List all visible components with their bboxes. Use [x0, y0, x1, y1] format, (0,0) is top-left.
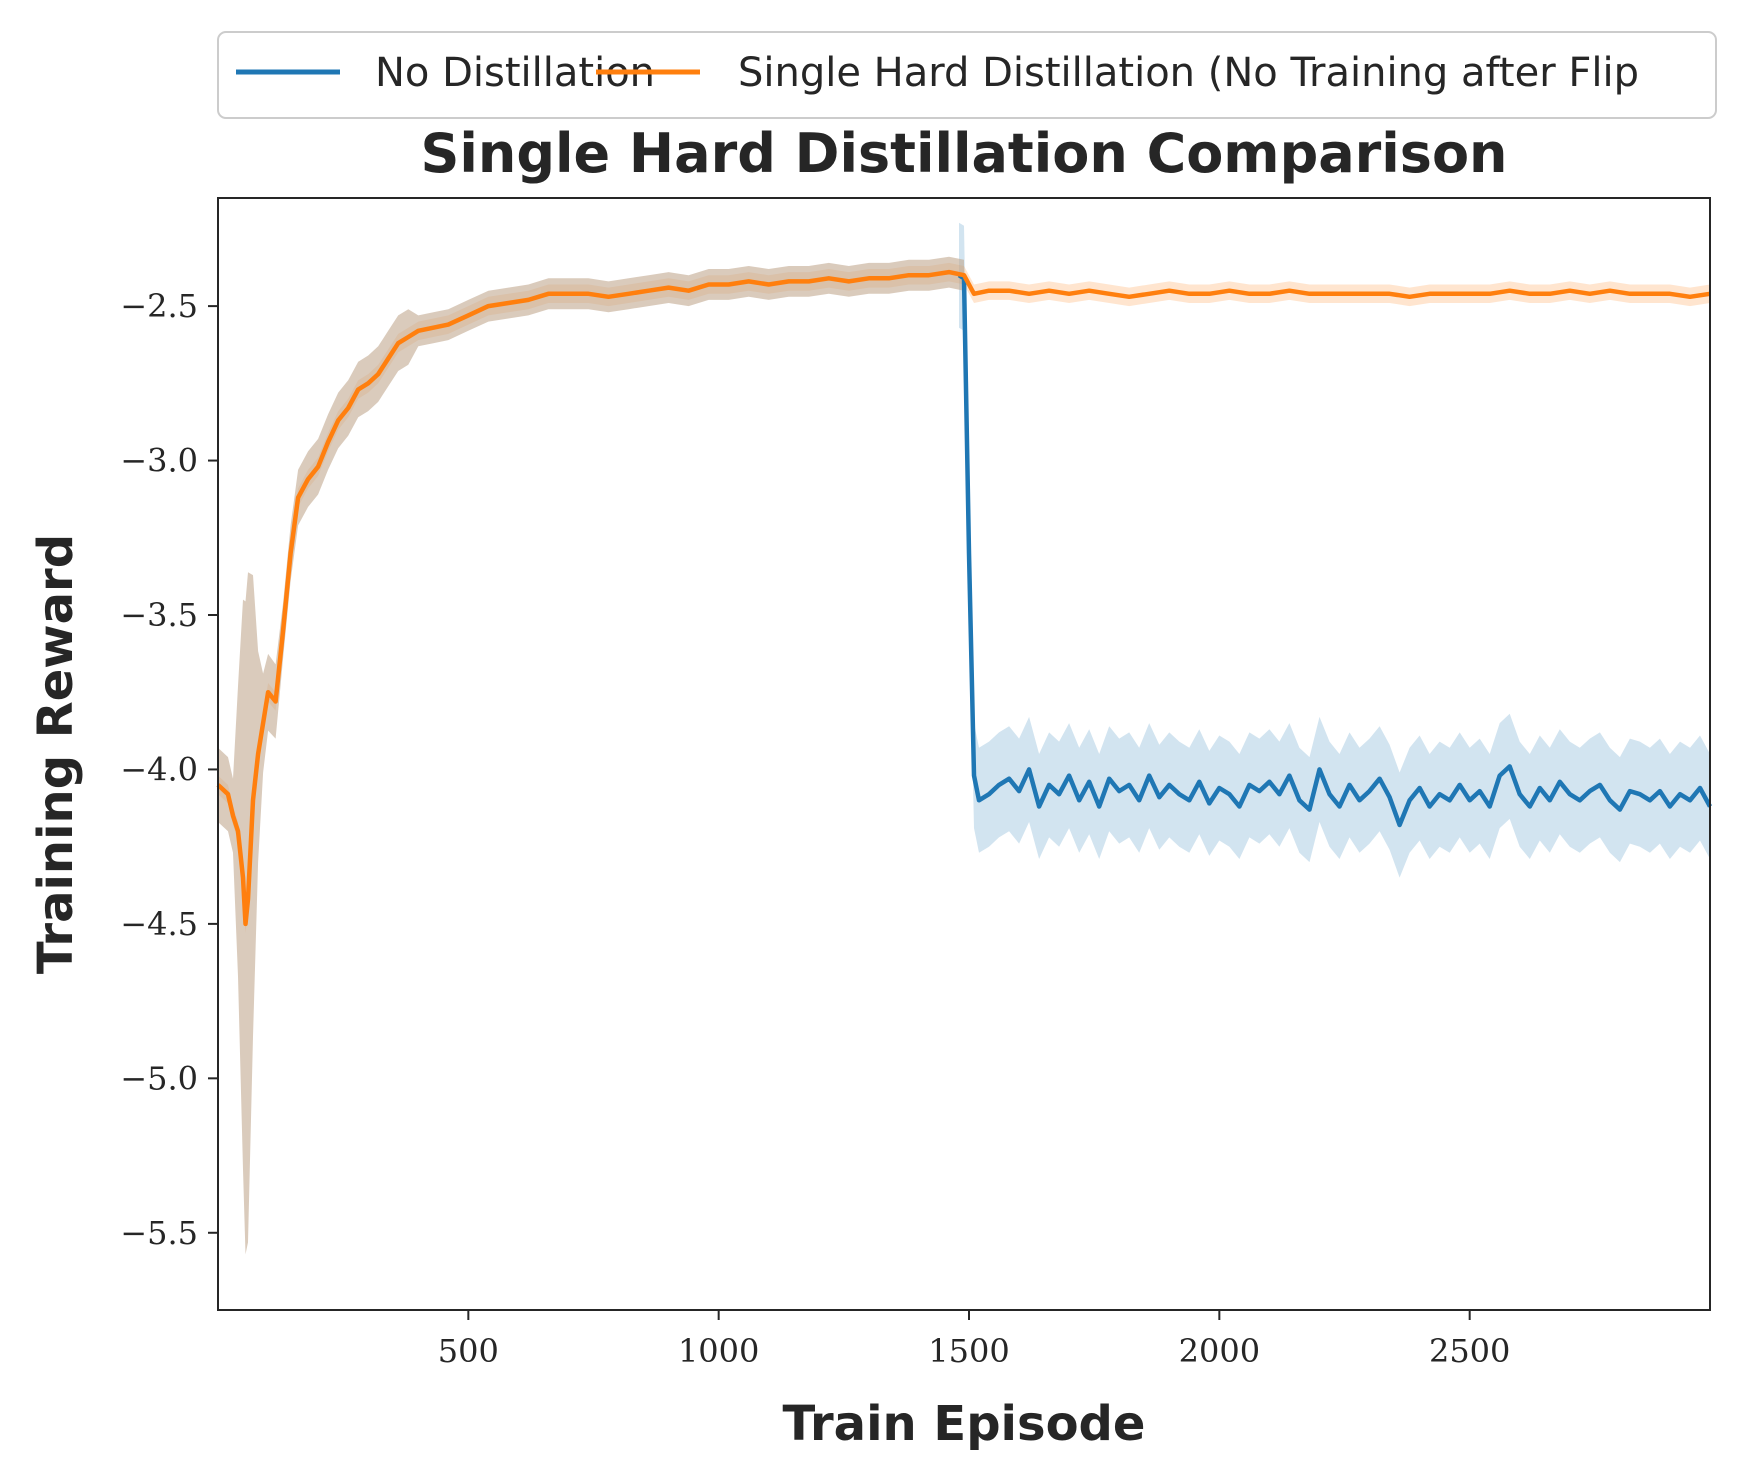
chart-title: Single Hard Distillation Comparison: [421, 122, 1508, 185]
y-tick-label: −3.5: [120, 596, 198, 634]
y-tick-label: −4.5: [120, 905, 198, 943]
y-tick-label: −3.0: [120, 442, 198, 480]
y-axis-ticks: −2.5 −3.0 −3.5 −4.0 −4.5 −5.0 −5.5: [120, 287, 218, 1252]
legend: No Distillation Single Hard Distillation…: [217, 31, 1717, 119]
y-tick-label: −4.0: [120, 750, 198, 788]
x-axis-label: Train Episode: [783, 1396, 1146, 1452]
y-tick-label: −2.5: [120, 287, 198, 325]
y-tick-label: −5.0: [120, 1059, 198, 1097]
confidence-band-shared-early: [218, 256, 964, 1255]
series-line-1: [216, 269, 1711, 927]
confidence-band-0: [959, 222, 1710, 878]
plot-area: [216, 222, 1712, 1255]
x-axis-ticks: 500 1000 1500 2000 2500: [438, 1310, 1510, 1370]
y-tick-label: −5.5: [120, 1214, 198, 1252]
x-tick-label: 2500: [1429, 1332, 1510, 1370]
x-tick-label: 2000: [1179, 1332, 1260, 1370]
axes-frame: [217, 197, 1711, 1311]
series-line-0: [957, 273, 1712, 828]
legend-box: [217, 31, 1717, 119]
x-tick-label: 1500: [928, 1332, 1009, 1370]
x-tick-label: 500: [438, 1332, 499, 1370]
legend-label-single-hard-distillation: Single Hard Distillation (No Training af…: [738, 50, 1639, 96]
x-tick-label: 1000: [678, 1332, 759, 1370]
y-axis-label: Training Reward: [28, 534, 84, 974]
